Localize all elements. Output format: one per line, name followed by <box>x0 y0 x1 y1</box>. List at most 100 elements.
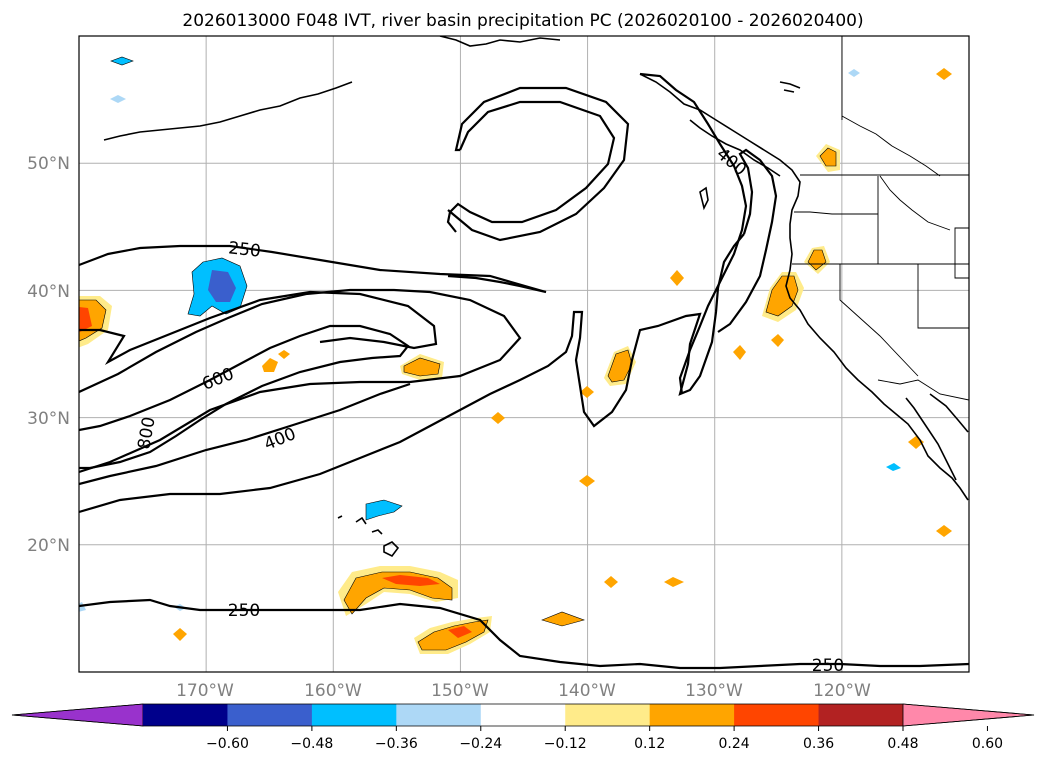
colorbar-tick-label: −0.36 <box>375 736 418 752</box>
positive-pc-region <box>491 412 505 424</box>
colorbar-tick-label: −0.24 <box>459 736 502 752</box>
lon-tick-label: 160°W <box>304 681 362 701</box>
lon-tick-label: 130°W <box>685 681 743 701</box>
positive-pc-region <box>733 345 746 360</box>
ivt-contour-600 <box>79 382 411 486</box>
border-canada-provinces <box>841 115 941 177</box>
colorbar-tick-label: 0.36 <box>803 736 834 752</box>
positive-pc-core <box>448 626 472 638</box>
ivt-contour-400-center <box>79 290 438 365</box>
positive-pc-region <box>278 350 290 359</box>
ivt-contour-400-west <box>79 233 745 514</box>
ivt-contour-250 <box>79 244 547 294</box>
lat-tick-label: 50°N <box>27 154 70 174</box>
ivt-contour-400-coast <box>717 148 778 333</box>
ivt-contour-250-loop-inner <box>446 100 616 233</box>
colorbar-segment <box>227 704 313 726</box>
colorbar-extend-low <box>11 703 144 727</box>
negative-pc-region <box>79 602 86 612</box>
colorbar-segment <box>734 704 820 726</box>
colorbar-segment <box>480 704 566 726</box>
colorbar-segment <box>143 704 228 726</box>
positive-pc-region <box>403 357 441 377</box>
ivt-contour-250-loop <box>447 86 630 242</box>
lon-tick-label: 140°W <box>558 681 616 701</box>
map-frame <box>78 35 970 673</box>
contour-label: 250 <box>227 238 261 261</box>
precip-pc-shading <box>79 56 952 654</box>
lat-tick-label: 40°N <box>27 282 70 302</box>
positive-pc-region <box>936 525 952 537</box>
positive-pc-region <box>670 270 684 286</box>
colorbar: −0.60 −0.48 −0.36 −0.24 −0.12 0.12 0.24 0.36 0.4… <box>11 703 1035 752</box>
map-content: 250 600 800 400 400 250 250 <box>79 36 969 676</box>
ivt-contours <box>79 72 969 670</box>
lon-tick-label: 170°W <box>176 681 234 701</box>
ivt-contour-250-coast <box>639 72 748 395</box>
positive-pc-region <box>819 147 837 167</box>
positive-pc-region <box>173 628 187 641</box>
border-state <box>917 264 969 329</box>
negative-pc-region <box>365 499 403 521</box>
latitude-tick-labels: 50°N 40°N 30°N 20°N <box>27 154 70 556</box>
colorbar-segment <box>396 704 482 726</box>
ivt-contour-400 <box>79 288 522 474</box>
longitude-tick-labels: 170°W 160°W 150°W 140°W 130°W 120°W <box>176 681 871 701</box>
positive-pc-region <box>765 275 799 317</box>
border-state <box>954 227 969 279</box>
coastline-baja <box>905 397 957 481</box>
hawaii-islands <box>337 515 400 558</box>
border-washington-oregon <box>794 211 878 215</box>
colorbar-segment <box>818 704 904 726</box>
positive-pc-region <box>579 475 595 487</box>
figure-title: 2026013000 F048 IVT, river basin precipi… <box>182 11 863 31</box>
colorbar-segment <box>649 704 735 726</box>
coastline-north-america <box>639 73 969 501</box>
lat-tick-label: 20°N <box>27 536 70 556</box>
positive-pc-region <box>604 576 618 588</box>
map-area <box>79 36 969 672</box>
colorbar-tick-label: 0.24 <box>719 736 750 752</box>
lon-tick-label: 120°W <box>813 681 871 701</box>
border-province <box>879 175 951 231</box>
coastline-gulf-california <box>929 393 969 433</box>
negative-pc-region <box>886 463 901 471</box>
contour-label: 250 <box>228 601 260 621</box>
coastline-aleutians <box>103 81 353 141</box>
colorbar-extend-high <box>902 703 1035 727</box>
positive-pc-region <box>664 577 684 587</box>
colorbar-tick-label: −0.60 <box>206 736 249 752</box>
negative-pc-region <box>110 56 134 66</box>
negative-pc-region <box>110 95 126 103</box>
positive-pc-region <box>580 386 594 398</box>
lat-tick-label: 30°N <box>27 409 70 429</box>
colorbar-tick-label: 0.48 <box>887 736 918 752</box>
border-nevada-california <box>839 264 919 377</box>
coastline-small-islands <box>779 81 801 93</box>
positive-pc-region <box>936 68 952 80</box>
political-borders <box>792 36 969 401</box>
lon-tick-label: 150°W <box>431 681 489 701</box>
contour-label: 250 <box>812 656 844 676</box>
positive-pc-core <box>382 575 440 586</box>
negative-pc-core <box>208 270 236 302</box>
coastline-island <box>699 186 709 211</box>
colorbar-outline <box>11 703 1035 727</box>
positive-pc-region <box>541 611 585 627</box>
colorbar-tick-label: 0.12 <box>634 736 665 752</box>
positive-pc-region <box>771 334 784 347</box>
colorbar-tick-label: −0.12 <box>544 736 587 752</box>
colorbar-tick-label: −0.48 <box>290 736 333 752</box>
positive-pc-region <box>807 249 827 271</box>
ivt-contour-800 <box>79 324 410 470</box>
colorbar-segment <box>311 704 397 726</box>
positive-pc-region <box>262 358 278 372</box>
coastline-alaska <box>439 36 561 47</box>
negative-pc-region <box>848 69 860 77</box>
positive-pc-core <box>79 307 92 332</box>
colorbar-segment <box>565 704 651 726</box>
colorbar-tick-label: 0.60 <box>972 736 1003 752</box>
ivt-contour-250-south <box>79 598 969 670</box>
border-us-mexico <box>877 379 969 401</box>
